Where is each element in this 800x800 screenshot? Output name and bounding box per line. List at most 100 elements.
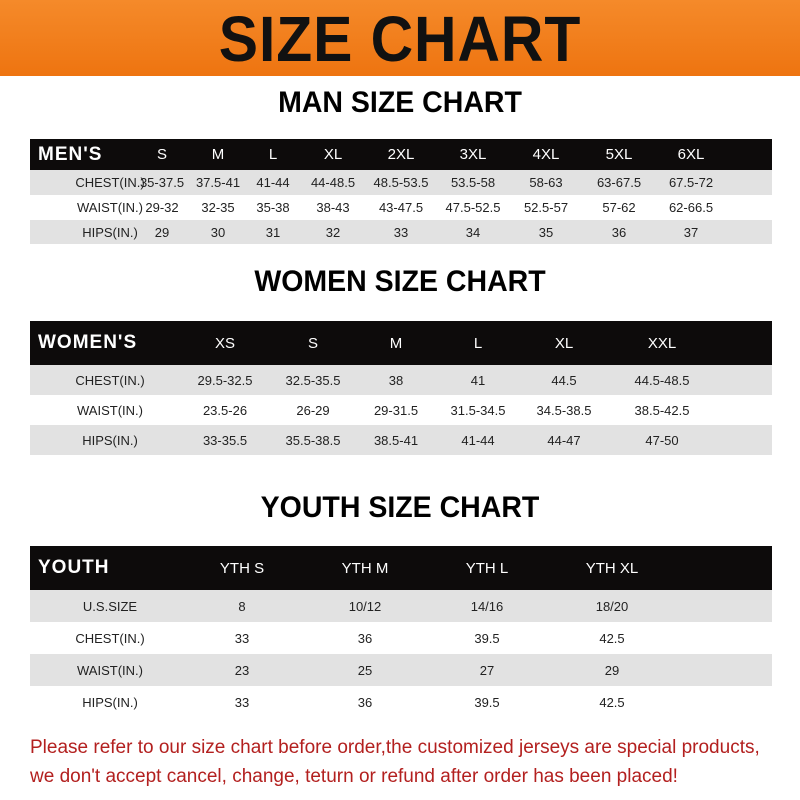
size-column-header: 4XL bbox=[532, 146, 560, 163]
table-row: U.S.SIZE 8 10/12 14/16 18/20 bbox=[30, 590, 772, 622]
size-column-header: M bbox=[389, 334, 403, 352]
table-cell: 57-62 bbox=[602, 200, 636, 215]
table-cell: 32 bbox=[325, 224, 341, 240]
table-cell: 37 bbox=[683, 224, 699, 240]
table-cell: 27 bbox=[479, 662, 495, 678]
table-cell: 29-32 bbox=[145, 200, 179, 215]
table-cell: 23 bbox=[234, 662, 250, 678]
table-cell: 31.5-34.5 bbox=[450, 402, 506, 418]
row-label: WAIST(IN.) bbox=[77, 200, 143, 215]
table-cell: 8 bbox=[238, 598, 246, 614]
youth-section-title: YOUTH SIZE CHART bbox=[260, 491, 540, 524]
table-cell: 32.5-35.5 bbox=[285, 372, 341, 388]
table-row: WAIST(IN.) 23 25 27 29 bbox=[30, 654, 772, 686]
size-column-header: YTH M bbox=[341, 559, 389, 577]
table-cell: 29 bbox=[604, 662, 620, 678]
table-cell: 34 bbox=[465, 224, 481, 240]
row-label: WAIST(IN.) bbox=[77, 402, 143, 418]
table-row: CHEST(IN.) 33 36 39.5 42.5 bbox=[30, 622, 772, 654]
row-label: U.S.SIZE bbox=[82, 598, 138, 614]
table-title-cell: WOMEN'S bbox=[38, 332, 138, 353]
table-cell: 42.5 bbox=[599, 630, 625, 646]
row-label: CHEST(IN.) bbox=[75, 630, 145, 646]
row-label: HIPS(IN.) bbox=[82, 432, 138, 448]
table-row: HIPS(IN.) 33-35.5 35.5-38.5 38.5-41 41-44 44-… bbox=[30, 425, 772, 455]
size-column-header: 2XL bbox=[387, 146, 415, 163]
table-cell: 29-31.5 bbox=[373, 402, 419, 418]
notice-line-2: we don't accept cancel, change, teturn o… bbox=[30, 766, 678, 787]
table-row: WAIST(IN.) 29-32 32-35 35-38 38-43 43-47.5 47.… bbox=[30, 195, 772, 220]
table-cell: 39.5 bbox=[474, 630, 500, 646]
page-title: SIZE CHART bbox=[218, 3, 582, 75]
size-column-header: XS bbox=[214, 334, 236, 352]
table-title-cell: MEN'S bbox=[38, 143, 103, 165]
table-cell: 18/20 bbox=[595, 598, 629, 614]
table-cell: 31 bbox=[265, 224, 281, 240]
table-cell: 36 bbox=[357, 630, 373, 646]
table-cell: 10/12 bbox=[348, 598, 382, 614]
table-row: CHEST(IN.) 35-37.5 37.5-41 41-44 44-48.5 48.5… bbox=[30, 170, 772, 195]
table-header-row: WOMEN'S XS S M L XL XXL bbox=[30, 321, 772, 365]
table-row: WAIST(IN.) 23.5-26 26-29 29-31.5 31.5-34.5 34… bbox=[30, 395, 772, 425]
table-cell: 44.5-48.5 bbox=[634, 372, 690, 388]
table-header-row: YOUTH YTH S YTH M YTH L YTH XL bbox=[30, 546, 772, 590]
row-label: HIPS(IN.) bbox=[82, 224, 138, 240]
table-cell: 25 bbox=[357, 662, 373, 678]
table-cell: 52.5-57 bbox=[523, 200, 569, 215]
table-cell: 38 bbox=[388, 372, 404, 388]
table-cell: 26-29 bbox=[296, 402, 330, 418]
table-cell: 23.5-26 bbox=[202, 402, 248, 418]
table-cell: 39.5 bbox=[474, 694, 500, 710]
women-section-title: WOMEN SIZE CHART bbox=[254, 265, 546, 298]
table-cell: 14/16 bbox=[470, 598, 504, 614]
table-cell: 35 bbox=[538, 224, 554, 240]
table-cell: 63-67.5 bbox=[596, 175, 642, 190]
row-label: CHEST(IN.) bbox=[75, 175, 145, 190]
notice-line-1: Please refer to our size chart before or… bbox=[30, 737, 760, 758]
table-title-cell: YOUTH bbox=[38, 557, 110, 578]
table-row: HIPS(IN.) 33 36 39.5 42.5 bbox=[30, 686, 772, 718]
table-cell: 67.5-72 bbox=[668, 175, 714, 190]
row-label: HIPS(IN.) bbox=[82, 694, 138, 710]
row-label: WAIST(IN.) bbox=[77, 662, 143, 678]
size-chart-banner: SIZE CHART bbox=[0, 0, 800, 76]
table-cell: 33 bbox=[234, 694, 250, 710]
table-cell: 38-43 bbox=[316, 200, 350, 215]
table-cell: 41-44 bbox=[256, 175, 290, 190]
table-cell: 41 bbox=[470, 372, 486, 388]
table-cell: 44.5 bbox=[551, 372, 577, 388]
table-row: HIPS(IN.) 29 30 31 32 33 34 35 36 37 bbox=[30, 220, 772, 244]
table-header-row: MEN'S S M L XL 2XL 3XL 4XL 5XL 6XL bbox=[30, 139, 772, 170]
table-cell: 48.5-53.5 bbox=[373, 175, 429, 190]
table-cell: 44-48.5 bbox=[310, 175, 356, 190]
size-column-header: YTH S bbox=[219, 559, 265, 577]
table-cell: 35-38 bbox=[256, 200, 290, 215]
table-cell: 47-50 bbox=[645, 432, 679, 448]
size-column-header: S bbox=[156, 146, 168, 163]
table-cell: 44-47 bbox=[547, 432, 581, 448]
size-column-header: 5XL bbox=[605, 146, 633, 163]
table-cell: 37.5-41 bbox=[195, 175, 241, 190]
table-cell: 33 bbox=[393, 224, 409, 240]
size-column-header: YTH L bbox=[465, 559, 509, 577]
size-column-header: XL bbox=[554, 334, 574, 352]
table-cell: 35.5-38.5 bbox=[285, 432, 341, 448]
table-cell: 53.5-58 bbox=[450, 175, 496, 190]
table-cell: 34.5-38.5 bbox=[536, 402, 592, 418]
table-cell: 36 bbox=[357, 694, 373, 710]
size-column-header: L bbox=[268, 146, 278, 163]
table-cell: 36 bbox=[611, 224, 627, 240]
table-row: CHEST(IN.) 29.5-32.5 32.5-35.5 38 41 44.5 44.5… bbox=[30, 365, 772, 395]
size-column-header: XL bbox=[323, 146, 343, 163]
table-cell: 29 bbox=[154, 224, 170, 240]
table-cell: 62-66.5 bbox=[668, 200, 714, 215]
size-column-header: 3XL bbox=[459, 146, 487, 163]
size-column-header: M bbox=[211, 146, 225, 163]
size-column-header: L bbox=[473, 334, 483, 352]
table-cell: 38.5-42.5 bbox=[634, 402, 690, 418]
size-column-header: S bbox=[307, 334, 319, 352]
table-cell: 30 bbox=[210, 224, 226, 240]
size-column-header: XXL bbox=[647, 334, 677, 352]
table-cell: 33-35.5 bbox=[202, 432, 248, 448]
men-section-title: MAN SIZE CHART bbox=[278, 86, 522, 119]
